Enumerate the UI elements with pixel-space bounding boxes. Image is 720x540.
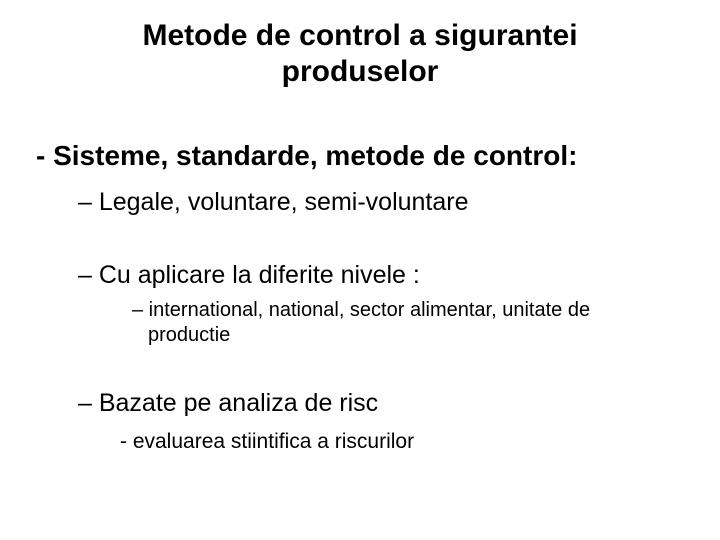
heading-level1: - Sisteme, standarde, metode de control: [36, 138, 720, 173]
slide-title: Metode de control a sigurantei produselo… [0, 0, 720, 90]
title-line-2: produselor [282, 55, 439, 88]
bullet-item-3: – Bazate pe analiza de risc [78, 388, 720, 419]
bullet-item-2-sub-line1: – international, national, sector alimen… [132, 298, 720, 323]
slide: Metode de control a sigurantei produselo… [0, 0, 720, 540]
bullet-item-1: – Legale, voluntare, semi-voluntare [78, 187, 720, 218]
bullet-item-2-sub-line2: productie [148, 323, 720, 348]
title-line-1: Metode de control a sigurantei [142, 19, 577, 52]
bullet-item-3-sub-line1: - evaluarea stiintifica a riscurilor [120, 429, 720, 455]
bullet-item-2: – Cu aplicare la diferite nivele : [78, 260, 720, 291]
